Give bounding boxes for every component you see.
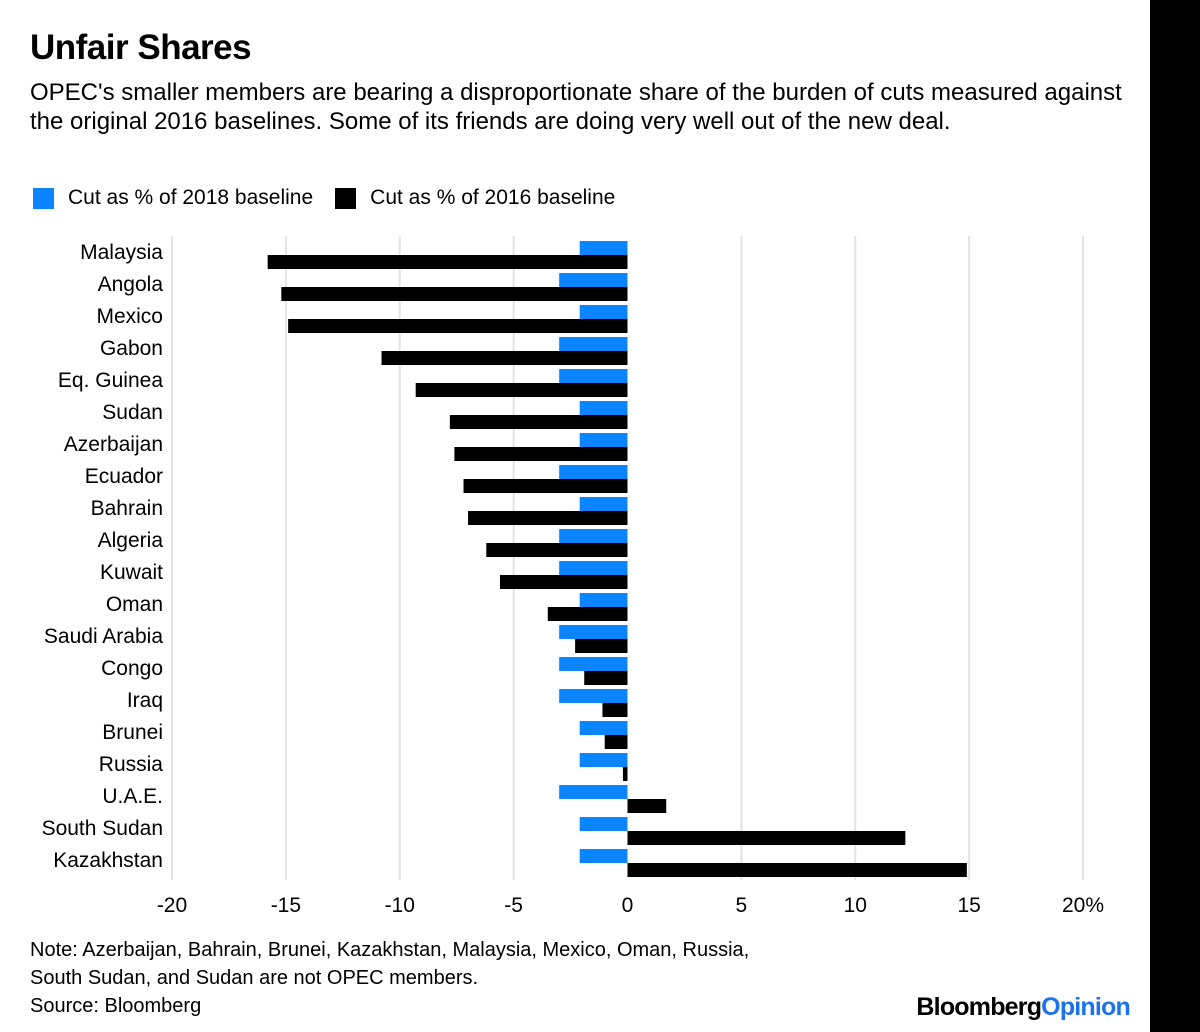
note-line-2: South Sudan, and Sudan are not OPEC memb…: [30, 967, 479, 989]
category-label: Bahrain: [91, 497, 163, 520]
category-label: Azerbaijan: [64, 433, 163, 456]
bar-2016: [463, 479, 628, 493]
legend: Cut as % of 2018 baseline Cut as % of 20…: [33, 186, 637, 210]
category-label: Kazakhstan: [53, 849, 163, 872]
bar-2018: [559, 273, 628, 287]
bar-2016: [627, 863, 967, 877]
legend-swatch-2016: [335, 187, 357, 209]
bar-2018: [579, 305, 628, 319]
bar-2016: [584, 671, 628, 685]
bar-2018: [579, 753, 628, 767]
bar-2018: [579, 401, 628, 415]
right-edge-bar: [1150, 0, 1200, 1032]
brand-logo: BloombergOpinion: [916, 993, 1130, 1022]
x-tick-label: 15: [957, 894, 980, 917]
category-label: Algeria: [98, 529, 164, 552]
note-line-1: Note: Azerbaijan, Bahrain, Brunei, Kazak…: [30, 939, 750, 961]
bar-2016: [449, 415, 628, 429]
x-tick-label: -5: [504, 894, 523, 917]
bar-2018: [579, 817, 628, 831]
bar-2016: [267, 255, 628, 269]
x-tick-label: 20%: [1062, 894, 1104, 917]
bar-2016: [627, 831, 906, 845]
bar-2018: [559, 689, 628, 703]
category-label: Eq. Guinea: [58, 369, 163, 392]
bar-2016: [499, 575, 628, 589]
category-label: Oman: [106, 593, 163, 616]
brand-accent: Opinion: [1041, 993, 1131, 1021]
chart-subtitle: OPEC's smaller members are bearing a dis…: [30, 79, 1122, 135]
bar-2016: [415, 383, 628, 397]
labels-layer: -20 -15 -10 -5 0 5 10 15 20% Malaysia Angola Mexico…: [42, 241, 1104, 917]
bar-2018: [559, 529, 628, 543]
legend-item-2016: Cut as % of 2016 baseline: [335, 186, 615, 210]
bar-2018: [579, 721, 628, 735]
category-label: Mexico: [96, 305, 163, 328]
bar-2018: [559, 657, 628, 671]
bar-2018: [559, 785, 628, 799]
bar-2018: [559, 369, 628, 383]
bar-2016: [575, 639, 628, 653]
footer-note: Note: Azerbaijan, Bahrain, Brunei, Kazak…: [30, 936, 749, 1020]
bar-2018: [579, 849, 628, 863]
bar-2016: [627, 799, 667, 813]
legend-label-2018: Cut as % of 2018 baseline: [68, 186, 314, 209]
category-label: Iraq: [127, 689, 163, 712]
bar-2018: [559, 465, 628, 479]
category-label: South Sudan: [42, 817, 163, 840]
x-tick-label: -20: [157, 894, 187, 917]
category-label: Congo: [101, 657, 163, 680]
bar-2018: [559, 561, 628, 575]
source-line: Source: Bloomberg: [30, 995, 202, 1017]
bar-2016: [281, 287, 628, 301]
category-label: Angola: [98, 273, 164, 296]
bar-2016: [381, 351, 628, 365]
x-tick-label: 10: [844, 894, 867, 917]
category-label: Gabon: [100, 337, 163, 360]
bar-chart: -20 -15 -10 -5 0 5 10 15 20% Malaysia Angola Mexico…: [42, 236, 1104, 917]
x-tick-label: -15: [271, 894, 301, 917]
bar-2016: [604, 735, 628, 749]
category-label: Ecuador: [85, 465, 163, 488]
bar-2016: [547, 607, 628, 621]
bar-2018: [579, 241, 628, 255]
category-label: Brunei: [102, 721, 163, 744]
legend-label-2016: Cut as % of 2016 baseline: [370, 186, 616, 209]
bar-2016: [622, 767, 628, 781]
bar-2016: [288, 319, 628, 333]
bar-2016: [602, 703, 628, 717]
bar-2018: [559, 337, 628, 351]
chart-title: Unfair Shares: [30, 28, 252, 67]
category-label: Russia: [99, 753, 164, 776]
bar-2018: [579, 433, 628, 447]
brand-main: Bloomberg: [916, 993, 1042, 1021]
category-label: Kuwait: [100, 561, 163, 584]
bars-layer: [267, 241, 967, 877]
bar-2018: [579, 497, 628, 511]
bar-2016: [454, 447, 628, 461]
bar-2016: [486, 543, 628, 557]
bar-2018: [579, 593, 628, 607]
category-label: Malaysia: [80, 241, 163, 264]
category-label: U.A.E.: [102, 785, 163, 808]
x-tick-label: 5: [736, 894, 748, 917]
bar-2016: [468, 511, 628, 525]
bar-2018: [559, 625, 628, 639]
category-label: Saudi Arabia: [44, 625, 163, 648]
x-tick-label: -10: [385, 894, 415, 917]
x-tick-label: 0: [622, 894, 634, 917]
category-label: Sudan: [102, 401, 163, 424]
legend-swatch-2018: [33, 187, 54, 209]
grid-layer: [171, 236, 1084, 880]
legend-item-2018: Cut as % of 2018 baseline: [33, 186, 313, 210]
